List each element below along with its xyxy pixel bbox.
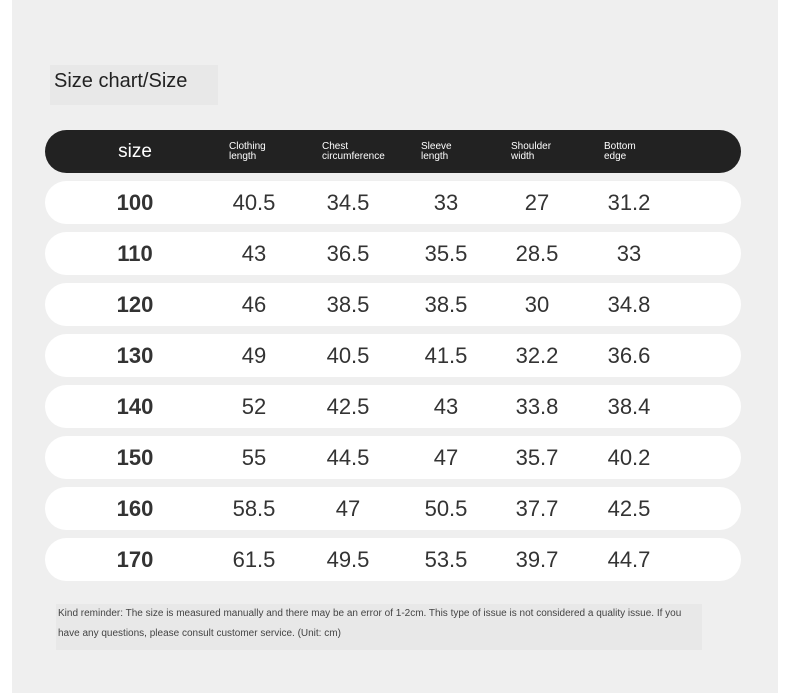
table-row: 130 49 40.5 41.5 32.2 36.6 — [45, 334, 741, 377]
table-cell: 34.5 — [326, 189, 370, 215]
table-cell: 43 — [433, 393, 459, 419]
table-cell: 33 — [433, 189, 459, 215]
footer-note: Kind reminder: The size is measured manu… — [56, 604, 702, 650]
table-cell: 38.5 — [424, 291, 468, 317]
table-cell: 47 — [433, 444, 459, 470]
table-cell: 150 — [116, 444, 154, 470]
table-row: 120 46 38.5 38.5 30 34.8 — [45, 283, 741, 326]
table-cell: 35.5 — [424, 240, 468, 266]
table-row: 110 43 36.5 35.5 28.5 33 — [45, 232, 741, 275]
column-header: Shoulder width — [511, 140, 552, 162]
table-cell: 40.5 — [326, 342, 370, 368]
table-row: 140 52 42.5 43 33.8 38.4 — [45, 385, 741, 428]
table-cell: 140 — [116, 393, 154, 419]
table-cell: 38.5 — [326, 291, 370, 317]
table-cell: 47 — [335, 495, 361, 521]
table-cell: 35.7 — [515, 444, 559, 470]
table-cell: 160 — [116, 495, 154, 521]
table-cell: 110 — [117, 240, 153, 266]
table-cell: 33 — [616, 240, 642, 266]
column-header: Sleeve length — [421, 140, 452, 162]
table-cell: 100 — [116, 189, 154, 215]
table-cell: 27 — [524, 189, 550, 215]
table-cell: 41.5 — [424, 342, 468, 368]
table-cell: 170 — [116, 546, 154, 572]
table-row: 160 58.5 47 50.5 37.7 42.5 — [45, 487, 741, 530]
column-header: size — [118, 140, 152, 162]
table-row: 100 40.5 34.5 33 27 31.2 — [45, 181, 741, 224]
table-cell: 40.2 — [607, 444, 651, 470]
table-cell: 52 — [241, 393, 267, 419]
table-cell: 50.5 — [424, 495, 468, 521]
table-cell: 42.5 — [326, 393, 370, 419]
table-cell: 32.2 — [515, 342, 559, 368]
table-cell: 36.6 — [607, 342, 651, 368]
column-header: Bottom edge — [604, 140, 636, 162]
table-cell: 55 — [241, 444, 267, 470]
title: Size chart/Size — [50, 65, 218, 105]
table-cell: 49 — [241, 342, 267, 368]
table-cell: 61.5 — [232, 546, 276, 572]
table-row: 170 61.5 49.5 53.5 39.7 44.7 — [45, 538, 741, 581]
column-header: Chest circumference — [322, 140, 385, 162]
table-cell: 49.5 — [326, 546, 370, 572]
table-cell: 58.5 — [232, 495, 276, 521]
table-cell: 36.5 — [326, 240, 370, 266]
table-cell: 44.5 — [326, 444, 370, 470]
table-cell: 130 — [116, 342, 154, 368]
table-row: 150 55 44.5 47 35.7 40.2 — [45, 436, 741, 479]
header-row: size Clothing length Chest circumference Sl… — [45, 130, 741, 173]
table-cell: 28.5 — [515, 240, 559, 266]
table-cell: 34.8 — [607, 291, 651, 317]
table-cell: 31.2 — [607, 189, 651, 215]
table-cell: 37.7 — [515, 495, 559, 521]
column-header: Clothing length — [229, 140, 266, 162]
table-cell: 44.7 — [607, 546, 651, 572]
table-cell: 120 — [116, 291, 154, 317]
table-cell: 53.5 — [424, 546, 468, 572]
table-cell: 40.5 — [232, 189, 276, 215]
table-cell: 33.8 — [515, 393, 559, 419]
table-cell: 46 — [241, 291, 267, 317]
table-cell: 42.5 — [607, 495, 651, 521]
table-cell: 39.7 — [515, 546, 559, 572]
table-cell: 38.4 — [607, 393, 651, 419]
table-cell: 30 — [524, 291, 550, 317]
table-cell: 43 — [241, 240, 267, 266]
